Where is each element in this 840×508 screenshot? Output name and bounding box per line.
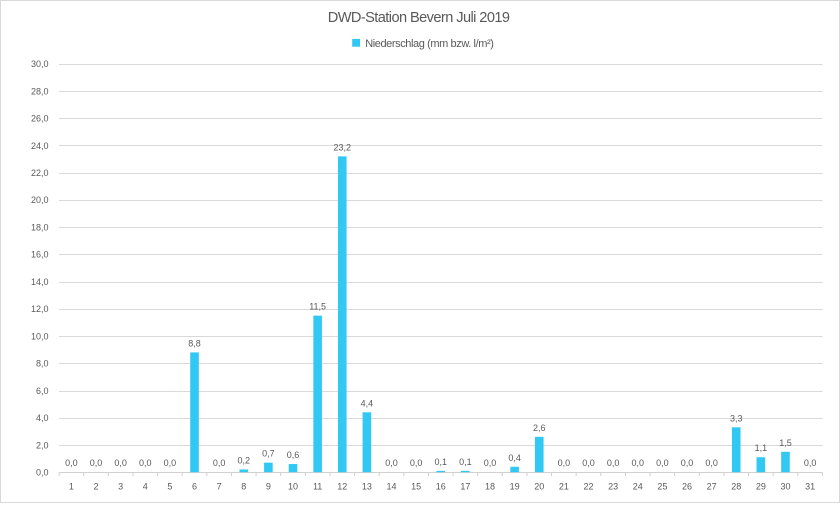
svg-text:28,0: 28,0 (31, 86, 49, 96)
svg-text:0,0: 0,0 (385, 458, 398, 468)
svg-text:0,1: 0,1 (459, 457, 472, 467)
svg-text:13: 13 (362, 481, 372, 491)
svg-text:3: 3 (118, 481, 123, 491)
svg-text:10: 10 (288, 481, 298, 491)
svg-text:8: 8 (241, 481, 246, 491)
svg-text:26: 26 (682, 481, 692, 491)
svg-text:20,0: 20,0 (31, 195, 49, 205)
svg-text:12,0: 12,0 (31, 304, 49, 314)
svg-text:0,0: 0,0 (90, 458, 103, 468)
svg-text:27: 27 (707, 481, 717, 491)
svg-text:6,0: 6,0 (36, 386, 49, 396)
svg-text:0,0: 0,0 (36, 468, 49, 478)
svg-text:14,0: 14,0 (31, 277, 49, 287)
svg-text:28: 28 (731, 481, 741, 491)
svg-text:0,7: 0,7 (262, 449, 275, 459)
svg-text:0,0: 0,0 (656, 458, 669, 468)
svg-text:0,0: 0,0 (631, 458, 644, 468)
svg-text:12: 12 (337, 481, 347, 491)
svg-text:Niederschlag (mm bzw. l/m²): Niederschlag (mm bzw. l/m²) (365, 38, 493, 50)
svg-text:0,6: 0,6 (287, 450, 300, 460)
svg-text:16: 16 (436, 481, 446, 491)
svg-text:8,8: 8,8 (188, 338, 201, 348)
svg-text:23,2: 23,2 (333, 142, 351, 152)
svg-text:18: 18 (485, 481, 495, 491)
svg-text:3,3: 3,3 (730, 413, 743, 423)
svg-text:0,0: 0,0 (114, 458, 127, 468)
svg-text:19: 19 (510, 481, 520, 491)
svg-text:20: 20 (534, 481, 544, 491)
svg-text:0,0: 0,0 (484, 458, 497, 468)
svg-text:2,0: 2,0 (36, 440, 49, 450)
svg-text:21: 21 (559, 481, 569, 491)
svg-text:0,1: 0,1 (434, 457, 447, 467)
svg-text:1,5: 1,5 (779, 438, 792, 448)
svg-text:1,1: 1,1 (755, 443, 768, 453)
svg-text:24,0: 24,0 (31, 141, 49, 151)
svg-text:0,0: 0,0 (164, 458, 177, 468)
svg-text:25: 25 (657, 481, 667, 491)
svg-text:26,0: 26,0 (31, 114, 49, 124)
svg-text:23: 23 (608, 481, 618, 491)
svg-text:11,5: 11,5 (309, 302, 326, 312)
svg-text:4: 4 (143, 481, 148, 491)
svg-text:30: 30 (780, 481, 790, 491)
svg-text:24: 24 (633, 481, 643, 491)
svg-text:10,0: 10,0 (31, 331, 49, 341)
svg-text:18,0: 18,0 (31, 222, 49, 232)
svg-text:0,0: 0,0 (681, 458, 694, 468)
svg-text:0,0: 0,0 (804, 458, 817, 468)
svg-text:0,0: 0,0 (139, 458, 152, 468)
svg-text:2: 2 (94, 481, 99, 491)
svg-text:4,4: 4,4 (361, 398, 374, 408)
svg-text:8,0: 8,0 (36, 359, 49, 369)
svg-text:0,0: 0,0 (410, 458, 423, 468)
svg-text:0,0: 0,0 (558, 458, 571, 468)
svg-text:5: 5 (167, 481, 172, 491)
svg-text:4,0: 4,0 (36, 413, 49, 423)
svg-text:0,0: 0,0 (65, 458, 78, 468)
svg-text:22: 22 (583, 481, 593, 491)
svg-text:0,0: 0,0 (213, 458, 226, 468)
svg-text:1: 1 (69, 481, 74, 491)
svg-text:DWD-Station Bevern Juli 2019: DWD-Station Bevern Juli 2019 (328, 10, 510, 26)
svg-text:30,0: 30,0 (31, 59, 49, 69)
svg-text:0,0: 0,0 (582, 458, 595, 468)
svg-text:11: 11 (313, 481, 322, 491)
svg-text:31: 31 (805, 481, 815, 491)
svg-text:7: 7 (217, 481, 222, 491)
svg-text:15: 15 (411, 481, 421, 491)
svg-text:29: 29 (756, 481, 766, 491)
svg-text:0,0: 0,0 (607, 458, 620, 468)
svg-text:14: 14 (386, 481, 396, 491)
svg-text:6: 6 (192, 481, 197, 491)
svg-text:2,6: 2,6 (533, 423, 546, 433)
svg-text:0,2: 0,2 (238, 455, 251, 465)
svg-text:0,0: 0,0 (705, 458, 718, 468)
svg-text:0,4: 0,4 (508, 453, 521, 463)
svg-text:17: 17 (460, 481, 470, 491)
svg-text:16,0: 16,0 (31, 250, 49, 260)
svg-text:9: 9 (266, 481, 271, 491)
svg-text:22,0: 22,0 (31, 168, 49, 178)
